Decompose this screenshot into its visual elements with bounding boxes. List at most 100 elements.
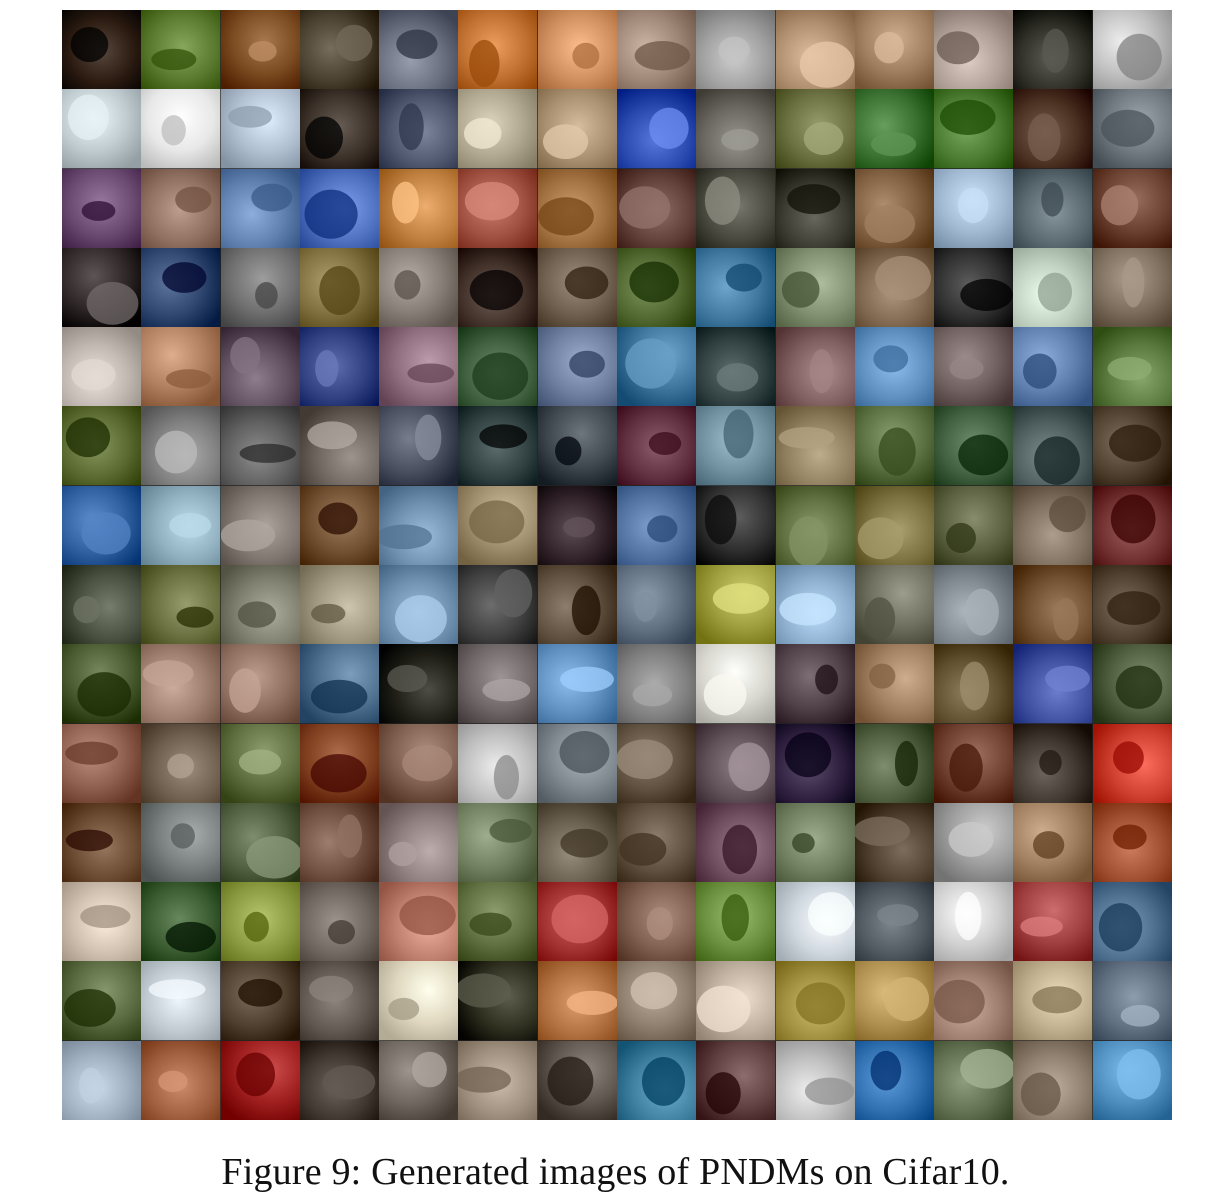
generated-image-tile <box>854 802 935 883</box>
generated-image-tile <box>537 327 617 407</box>
generated-image-tile <box>379 327 459 407</box>
generated-image-tile <box>1092 247 1172 328</box>
generated-image-tile <box>696 247 776 328</box>
generated-image-tile <box>537 1040 617 1120</box>
generated-image-tile <box>62 168 142 248</box>
generated-image-tile <box>62 485 142 565</box>
generated-image-tile <box>62 327 142 407</box>
generated-image-tile <box>934 961 1014 1041</box>
generated-image-tile <box>775 961 855 1041</box>
generated-image-tile <box>934 802 1014 883</box>
generated-image-tile <box>458 644 538 724</box>
generated-image-tile <box>458 961 538 1041</box>
generated-image-tile <box>220 485 300 565</box>
generated-image-tile <box>141 327 221 407</box>
generated-image-tile <box>1092 327 1172 407</box>
generated-image-tile <box>1013 961 1093 1041</box>
generated-image-tile <box>616 882 697 962</box>
generated-image-tile <box>141 168 221 248</box>
generated-image-tile <box>537 485 617 565</box>
generated-image-tile <box>299 89 380 169</box>
generated-image-tile <box>696 168 776 248</box>
generated-image-tile <box>1013 644 1093 724</box>
generated-image-tile <box>854 327 935 407</box>
generated-image-tile <box>934 564 1014 645</box>
generated-image-tile <box>62 89 142 169</box>
generated-image-tile <box>379 485 459 565</box>
generated-image-tile <box>1092 564 1172 645</box>
generated-image-tile <box>299 644 380 724</box>
generated-image-tile <box>379 802 459 883</box>
generated-image-tile <box>379 882 459 962</box>
generated-image-tile <box>537 564 617 645</box>
generated-image-tile <box>141 247 221 328</box>
generated-image-tile <box>62 247 142 328</box>
generated-image-tile <box>220 10 300 90</box>
generated-image-tile <box>934 485 1014 565</box>
generated-image-tile <box>141 961 221 1041</box>
generated-image-tile <box>934 723 1014 803</box>
generated-image-tile <box>458 723 538 803</box>
generated-image-tile <box>220 247 300 328</box>
generated-image-tile <box>62 802 142 883</box>
generated-image-tile <box>1092 406 1172 486</box>
generated-image-tile <box>220 802 300 883</box>
generated-image-tile <box>775 802 855 883</box>
generated-image-tile <box>1092 882 1172 962</box>
generated-image-tile <box>62 882 142 962</box>
generated-image-tile <box>696 406 776 486</box>
generated-image-tile <box>1092 723 1172 803</box>
generated-image-tile <box>299 247 380 328</box>
generated-image-tile <box>934 10 1014 90</box>
generated-image-tile <box>854 10 935 90</box>
generated-image-tile <box>616 327 697 407</box>
generated-image-tile <box>62 723 142 803</box>
generated-image-tile <box>775 247 855 328</box>
generated-image-tile <box>854 1040 935 1120</box>
generated-image-tile <box>537 406 617 486</box>
generated-image-tile <box>854 564 935 645</box>
generated-image-tile <box>616 1040 697 1120</box>
generated-image-tile <box>458 168 538 248</box>
generated-image-tile <box>1092 10 1172 90</box>
generated-image-tile <box>1013 723 1093 803</box>
generated-image-tile <box>1013 406 1093 486</box>
generated-image-tile <box>616 10 697 90</box>
generated-image-tile <box>854 247 935 328</box>
generated-image-tile <box>854 485 935 565</box>
generated-image-tile <box>537 723 617 803</box>
generated-image-tile <box>458 802 538 883</box>
generated-image-tile <box>696 89 776 169</box>
generated-image-tile <box>458 564 538 645</box>
generated-image-tile <box>854 406 935 486</box>
generated-image-tile <box>616 89 697 169</box>
generated-image-tile <box>696 644 776 724</box>
figure-caption: Figure 9: Generated images of PNDMs on C… <box>221 1151 1010 1193</box>
generated-image-tile <box>379 168 459 248</box>
generated-image-tile <box>299 168 380 248</box>
generated-image-tile <box>458 882 538 962</box>
generated-image-tile <box>141 564 221 645</box>
generated-image-tile <box>934 882 1014 962</box>
generated-image-tile <box>141 485 221 565</box>
generated-image-tile <box>616 564 697 645</box>
generated-image-tile <box>696 1040 776 1120</box>
generated-image-tile <box>141 882 221 962</box>
generated-image-tile <box>854 89 935 169</box>
generated-image-tile <box>616 168 697 248</box>
generated-image-tile <box>1013 89 1093 169</box>
generated-image-tile <box>696 882 776 962</box>
generated-image-tile <box>379 247 459 328</box>
generated-image-tile <box>299 485 380 565</box>
generated-image-tile <box>220 89 300 169</box>
generated-image-tile <box>141 10 221 90</box>
generated-image-tile <box>537 247 617 328</box>
generated-images-grid <box>62 10 1172 1120</box>
generated-image-tile <box>141 406 221 486</box>
generated-image-tile <box>458 89 538 169</box>
generated-image-tile <box>379 564 459 645</box>
generated-image-tile <box>934 644 1014 724</box>
generated-image-tile <box>1013 802 1093 883</box>
generated-image-tile <box>934 327 1014 407</box>
generated-image-tile <box>775 10 855 90</box>
